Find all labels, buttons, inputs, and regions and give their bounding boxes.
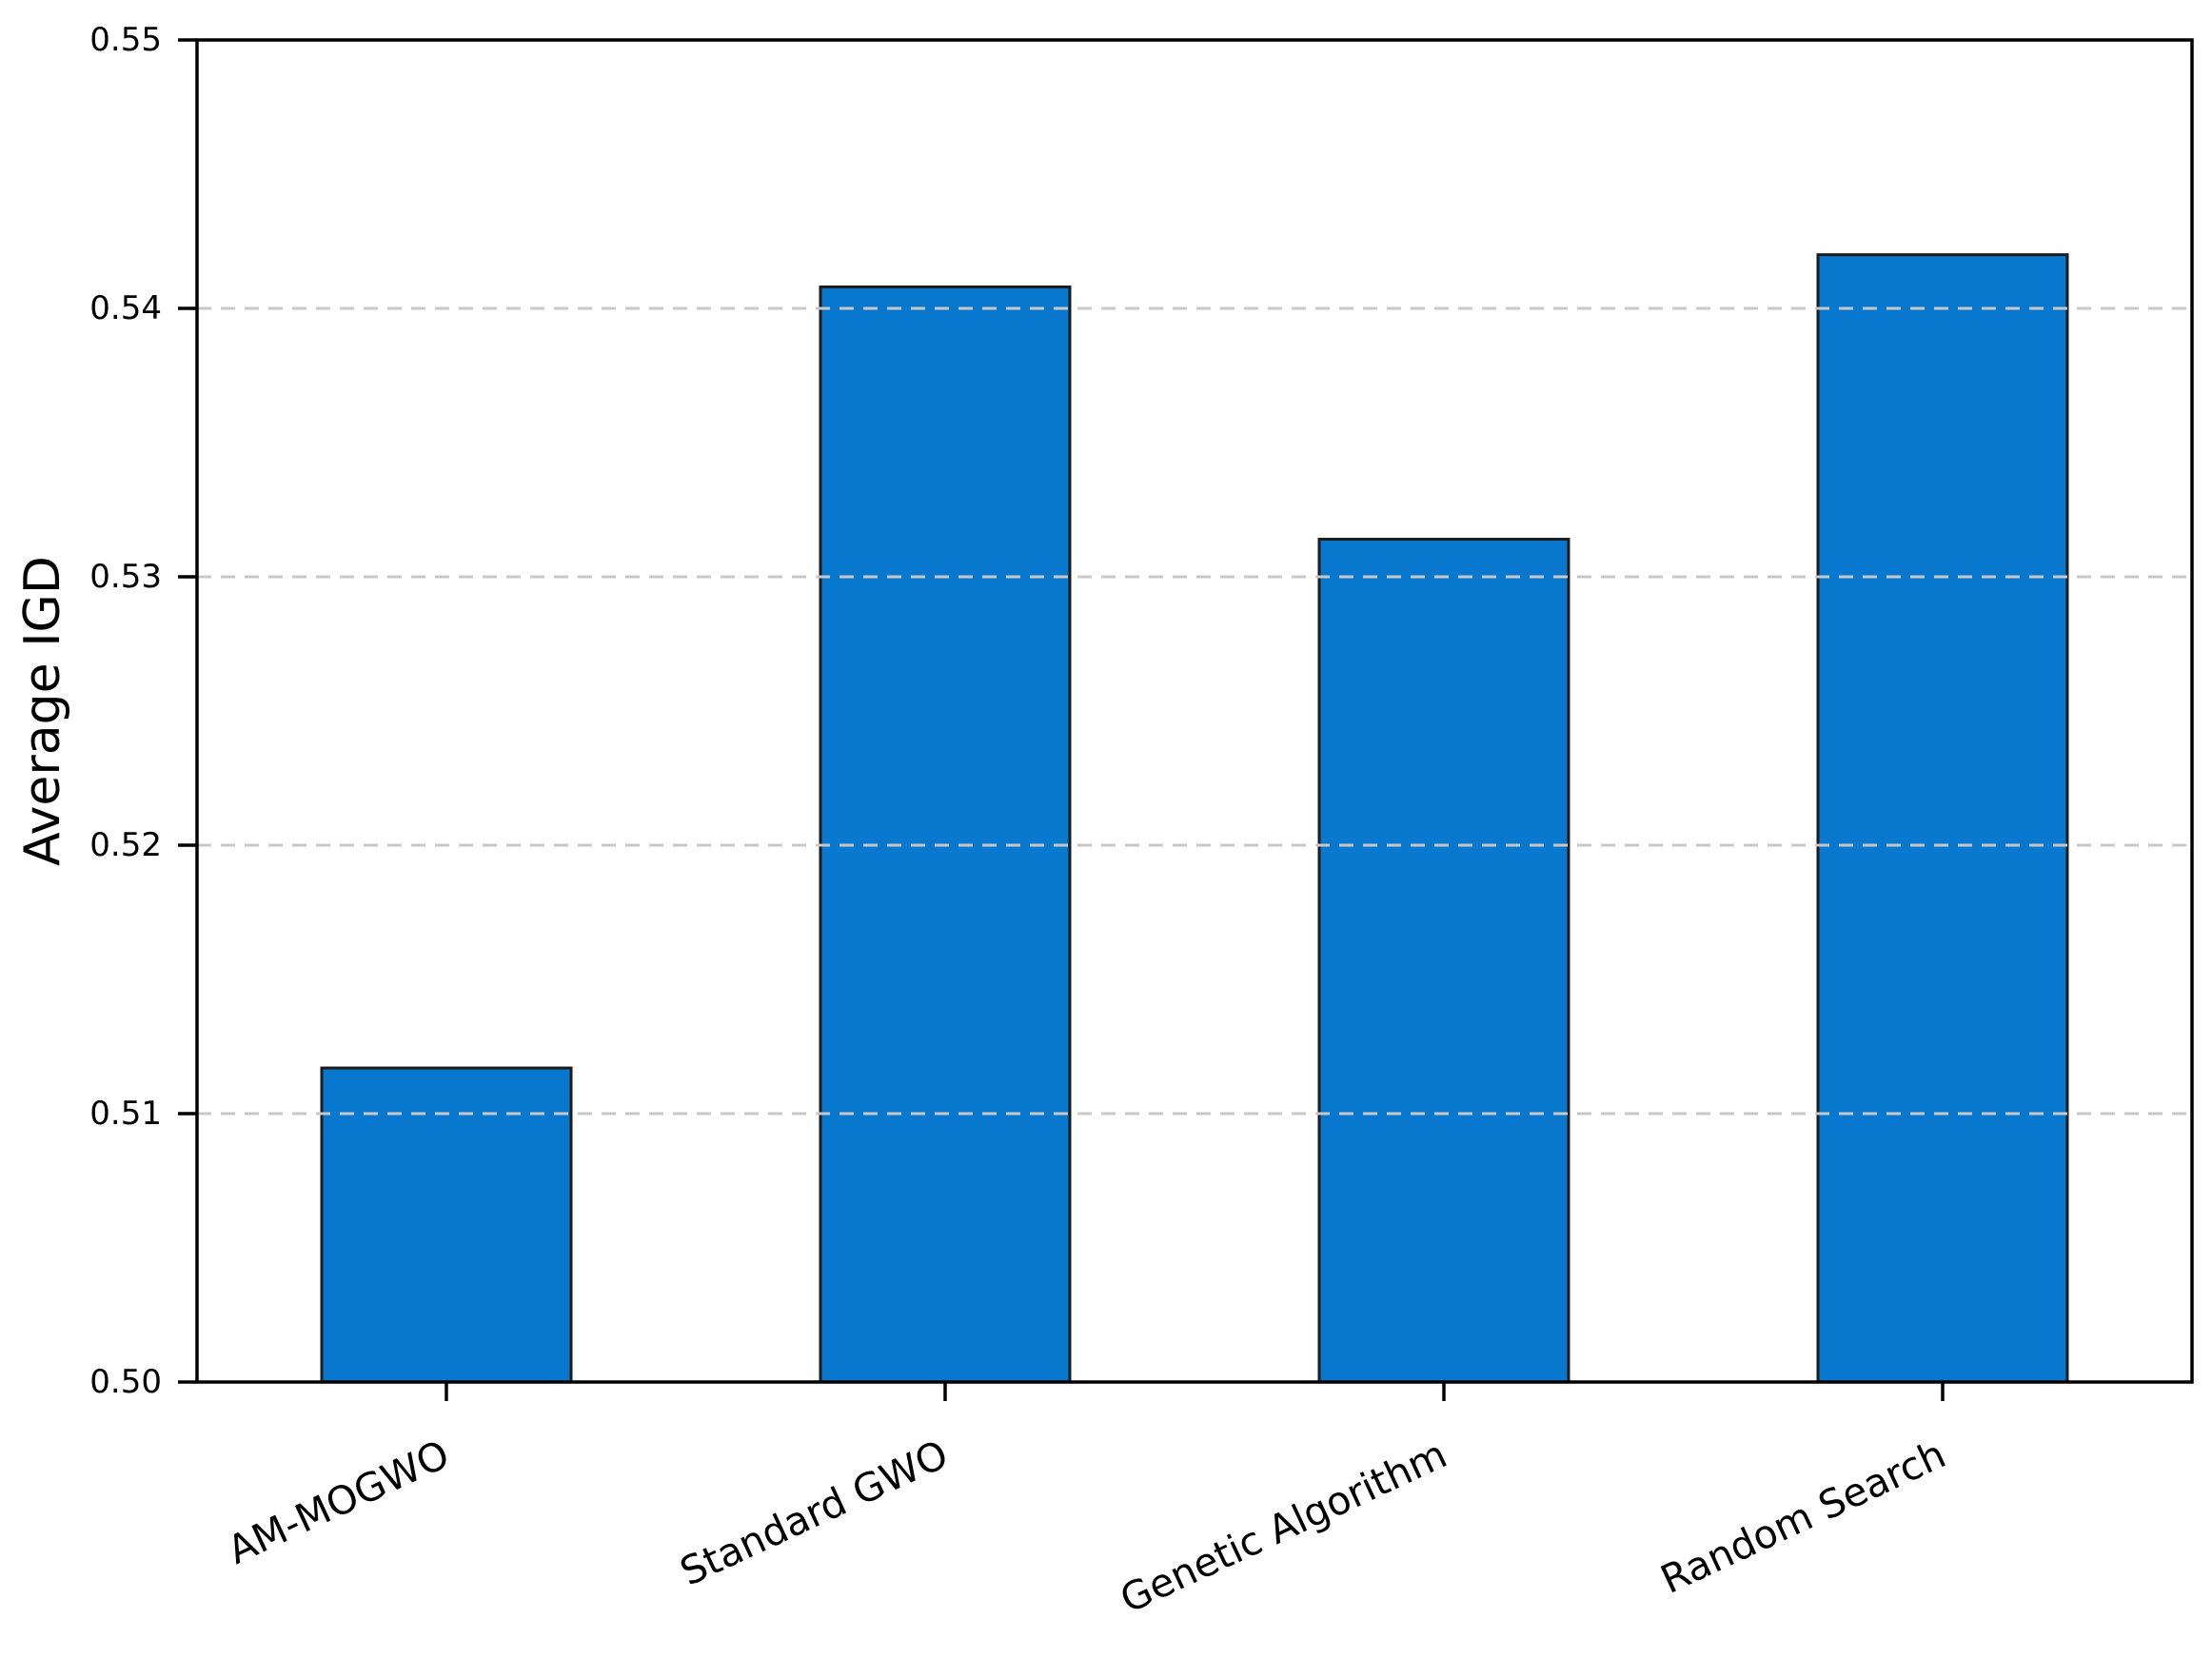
bar-genetic-algorithm bbox=[1317, 538, 1570, 1384]
plot-spines bbox=[195, 38, 2194, 1384]
y-tick-label: 0.55 bbox=[89, 21, 162, 59]
y-tick-label: 0.54 bbox=[89, 289, 162, 327]
bar-standard-gwo bbox=[819, 285, 1072, 1384]
bar-random-search bbox=[1816, 253, 2069, 1384]
y-tick-label: 0.52 bbox=[89, 826, 162, 864]
bars-group bbox=[320, 253, 2069, 1384]
y-axis-group: 0.50 0.51 0.52 0.53 0.54 0.55 bbox=[89, 21, 197, 1401]
y-tick-label: 0.53 bbox=[89, 558, 162, 596]
y-axis-title: Average IGD bbox=[14, 556, 71, 866]
bar-am-mogwo bbox=[320, 1066, 573, 1384]
y-tick-label: 0.51 bbox=[89, 1095, 162, 1133]
y-tick-label: 0.50 bbox=[89, 1363, 162, 1401]
